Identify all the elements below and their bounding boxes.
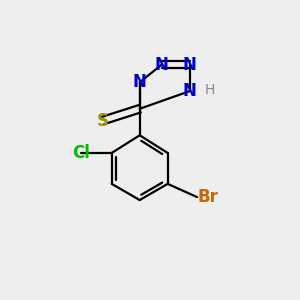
Text: H: H xyxy=(205,82,215,97)
Text: S: S xyxy=(97,112,109,130)
Text: Cl: Cl xyxy=(72,144,90,162)
Text: N: N xyxy=(183,82,197,100)
Text: N: N xyxy=(183,56,197,74)
Text: N: N xyxy=(155,56,169,74)
Text: N: N xyxy=(133,73,147,91)
Text: Br: Br xyxy=(197,188,218,206)
